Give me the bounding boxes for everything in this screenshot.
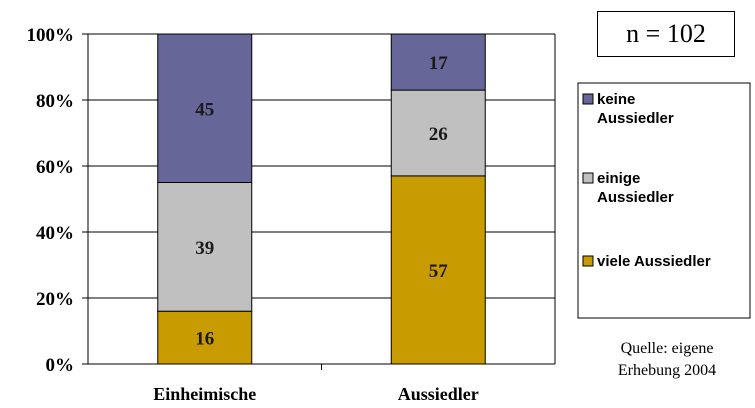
legend-swatch [582, 172, 594, 184]
legend-label: einige [597, 170, 640, 187]
bar-segment [390, 89, 486, 177]
legend-swatch [582, 93, 594, 105]
data-label: 16 [195, 329, 214, 350]
bar-segment [390, 33, 486, 91]
bar-segment [157, 182, 253, 312]
bar-segment [157, 310, 253, 365]
y-tick-label: 80% [36, 91, 74, 112]
legend: keine Aussiedler einige Aussiedler viele Aus… [577, 82, 751, 319]
data-label: 45 [195, 99, 214, 120]
category-label: Einheimische [153, 384, 256, 404]
data-label: 26 [429, 124, 448, 145]
data-label: 57 [429, 261, 449, 282]
legend-label: viele Aussiedler [597, 253, 711, 270]
source-line-2: Erhebung 2004 [617, 362, 717, 379]
category-label: Aussiedler [398, 384, 479, 404]
bar-segment [157, 33, 253, 183]
legend-label: Aussiedler [597, 189, 674, 206]
sample-size-box: n = 102 [597, 11, 735, 57]
y-tick-label: 20% [36, 289, 74, 310]
legend-label: Aussiedler [597, 110, 674, 127]
legend-label: keine [597, 91, 635, 108]
bar-segment [390, 175, 486, 365]
y-tick-label: 60% [36, 157, 74, 178]
source-note: Quelle: eigene Erhebung 2004 [592, 338, 742, 382]
y-tick-label: 40% [36, 223, 74, 244]
bars: 16 39 45 57 26 17 [157, 33, 486, 365]
legend-swatch [582, 255, 594, 267]
axes: 0% 20% 40% 60% 80% 100% Einheimische Aussiedler [27, 25, 556, 404]
legend-box [577, 82, 751, 319]
y-tick-label: 100% [27, 25, 75, 46]
data-label: 17 [429, 53, 449, 74]
data-label: 39 [195, 238, 214, 259]
y-tick-label: 0% [46, 355, 75, 376]
source-line-1: Quelle: eigene [620, 340, 714, 357]
